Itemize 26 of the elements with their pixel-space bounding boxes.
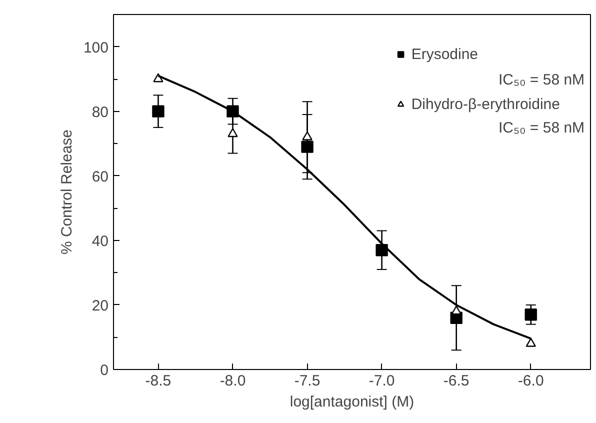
legend-label: Erysodine xyxy=(411,46,478,62)
x-tick-label: -6.0 xyxy=(518,372,544,390)
y-tick-label: 20 xyxy=(92,297,109,314)
y-axis-title: % Control Release xyxy=(58,129,76,255)
point xyxy=(524,308,537,321)
y-tick-label: 40 xyxy=(92,232,109,250)
y-tick-label: 100 xyxy=(83,39,109,56)
legend-label: Dihydro-β-erythroidine xyxy=(411,96,560,112)
point xyxy=(152,105,164,118)
y-tick-label: 80 xyxy=(92,104,109,121)
y-tick-label: 0 xyxy=(100,362,108,379)
annotation: IC₅₀ = 58 nM xyxy=(498,120,585,136)
x-tick-label: -7.0 xyxy=(368,372,395,390)
x-tick-label: -8.0 xyxy=(220,372,246,390)
point xyxy=(228,128,238,138)
annotation: IC₅₀ = 58 nM xyxy=(498,72,585,88)
y-tick-label: 60 xyxy=(92,168,109,186)
x-tick-label: -8.5 xyxy=(145,372,172,390)
x-axis-title: log[antagonist] (M) xyxy=(290,394,414,410)
x-tick-label: -7.5 xyxy=(294,372,320,390)
point xyxy=(301,140,314,153)
x-tick-label: -6.5 xyxy=(443,372,470,390)
point xyxy=(302,131,312,140)
point xyxy=(526,338,536,347)
point xyxy=(376,244,388,256)
point xyxy=(451,306,462,315)
